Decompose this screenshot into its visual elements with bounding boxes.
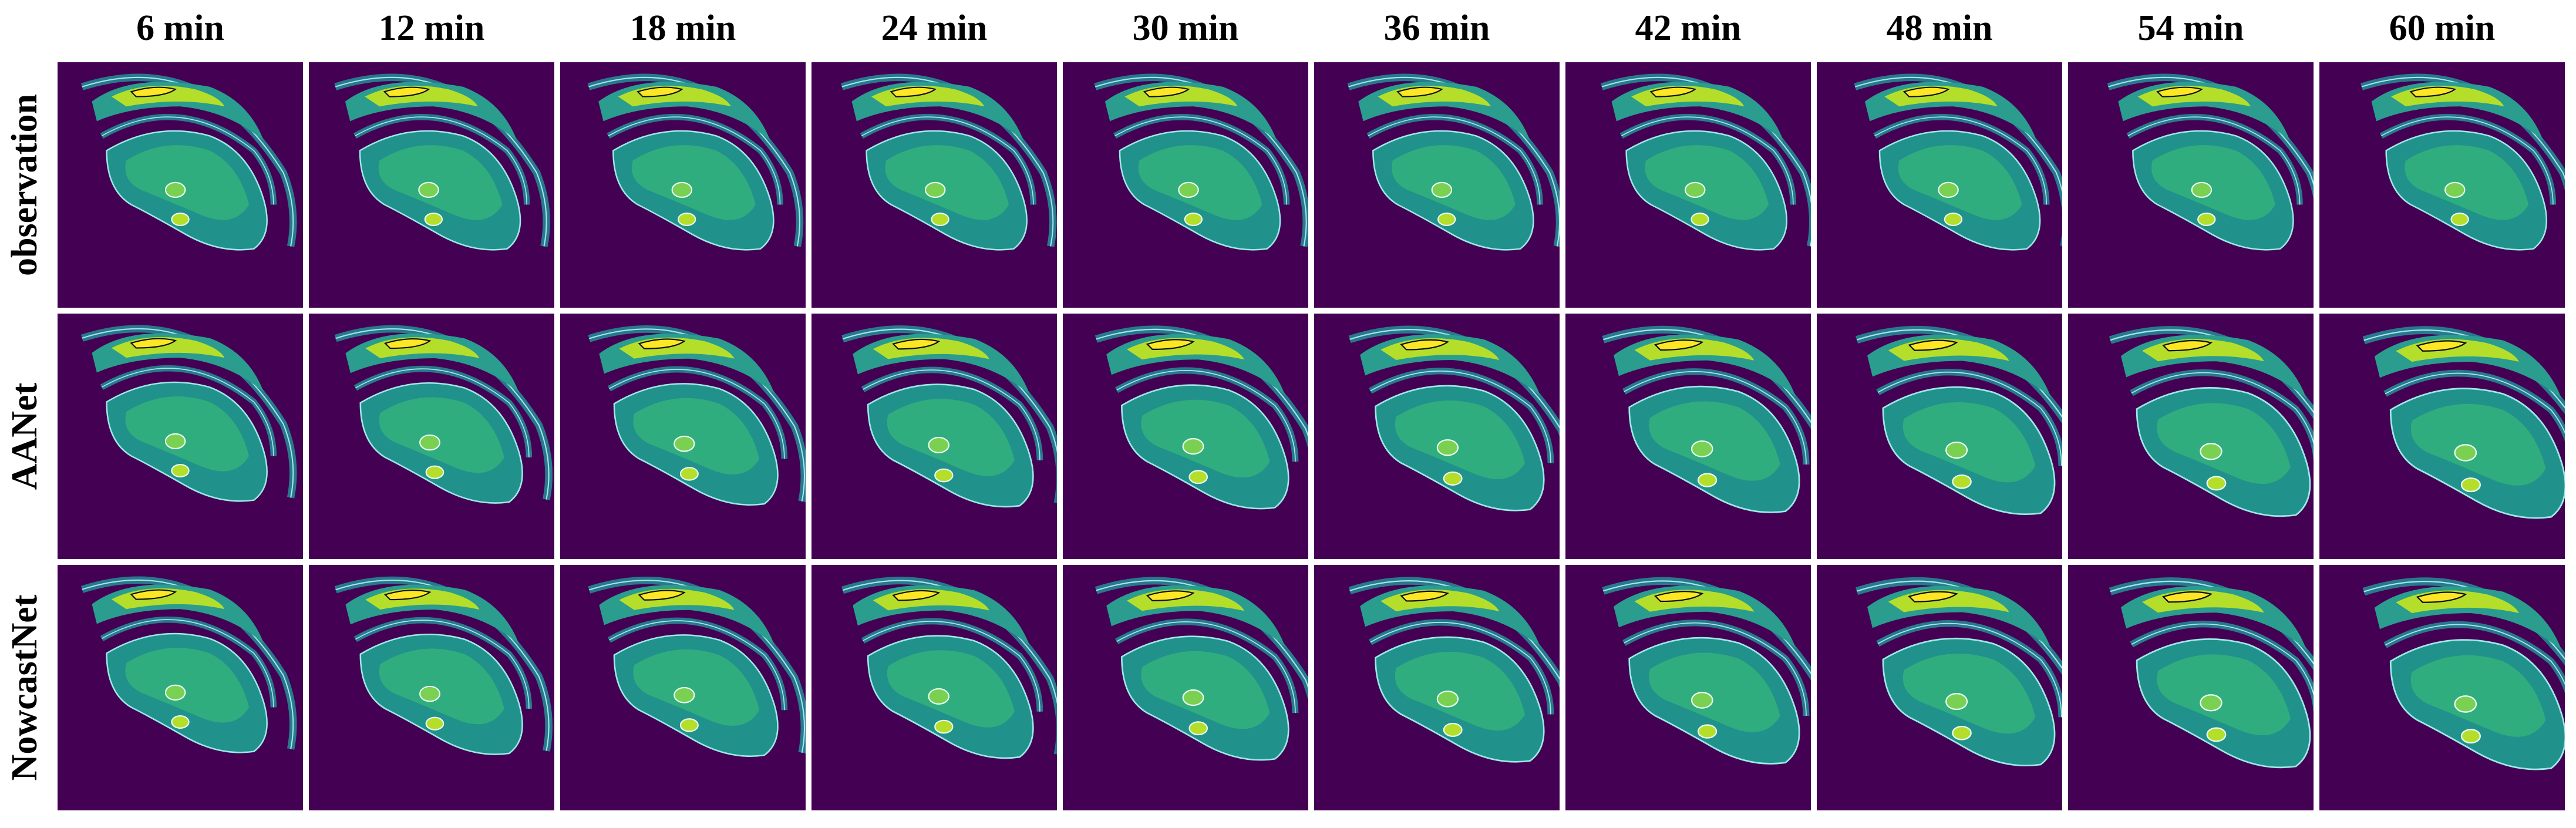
radar-field: [58, 565, 303, 810]
panel: [58, 62, 303, 308]
radar-field: [1070, 314, 1326, 569]
row-label: AANet: [5, 382, 45, 490]
radar-field: [1830, 565, 2093, 827]
panel: [1063, 565, 1326, 820]
column-header: 12 min: [379, 8, 485, 48]
radar-field: [1577, 314, 1837, 574]
panel: [2068, 314, 2349, 578]
column-header: 6 min: [136, 8, 224, 48]
radar-field: [1070, 62, 1316, 308]
radar-field: [2337, 62, 2576, 308]
panel: [811, 565, 1070, 818]
radar-field: [817, 314, 1070, 567]
radar-field: [1830, 314, 2093, 576]
panel: [560, 314, 814, 564]
panel: [2068, 62, 2329, 308]
row-label: NowcastNet: [5, 594, 45, 780]
column-header: 30 min: [1133, 8, 1239, 48]
radar-field: [564, 62, 810, 308]
radar-field: [2084, 314, 2349, 578]
column-header: 18 min: [630, 8, 736, 48]
row-label: observation: [5, 94, 45, 276]
column-header: 48 min: [1887, 8, 1993, 48]
radar-field: [1577, 62, 1823, 308]
panel: [2068, 565, 2349, 828]
panel: [1565, 314, 1837, 574]
panel: [2319, 565, 2576, 828]
panel: [1314, 62, 1570, 308]
panel: [811, 314, 1070, 567]
radar-field: [58, 62, 303, 308]
panel: [560, 565, 814, 815]
radar-field: [2084, 565, 2349, 828]
radar-field: [564, 565, 814, 815]
panel: [309, 314, 558, 561]
panel: [1565, 62, 1823, 308]
panel: [1817, 62, 2076, 308]
column-header: 24 min: [881, 8, 988, 48]
radar-field: [1324, 62, 1570, 308]
radar-field: [311, 565, 558, 813]
panel: [1063, 314, 1326, 569]
panel: [2319, 62, 2576, 308]
radar-field: [1324, 314, 1582, 571]
panel: [58, 565, 303, 810]
panel: [1314, 565, 1582, 823]
radar-field: [2337, 565, 2576, 828]
panel: [2319, 314, 2576, 581]
radar-field: [2084, 62, 2329, 308]
radar-field: [1577, 565, 1837, 825]
radar-field: [817, 565, 1070, 818]
column-header: 36 min: [1384, 8, 1490, 48]
panel: [1063, 62, 1316, 308]
radar-field: [58, 314, 303, 559]
panel: [309, 62, 556, 308]
radar-field: [1070, 565, 1326, 820]
column-header: 60 min: [2389, 8, 2496, 48]
panel: [1817, 565, 2093, 827]
panel: [1565, 565, 1837, 825]
column-header: 54 min: [2138, 8, 2244, 48]
radar-field: [311, 314, 558, 561]
panel: [58, 314, 303, 559]
radar-field: [817, 62, 1063, 308]
column-header: 42 min: [1635, 8, 1742, 48]
panel: [309, 565, 558, 813]
panel: [811, 62, 1063, 308]
radar-field: [1324, 565, 1582, 823]
panel: [1817, 314, 2093, 576]
panel: [560, 62, 810, 308]
radar-field: [1830, 62, 2076, 308]
radar-field: [311, 62, 556, 308]
radar-field: [2337, 314, 2576, 581]
radar-field: [564, 314, 814, 564]
panel: [1314, 314, 1582, 571]
